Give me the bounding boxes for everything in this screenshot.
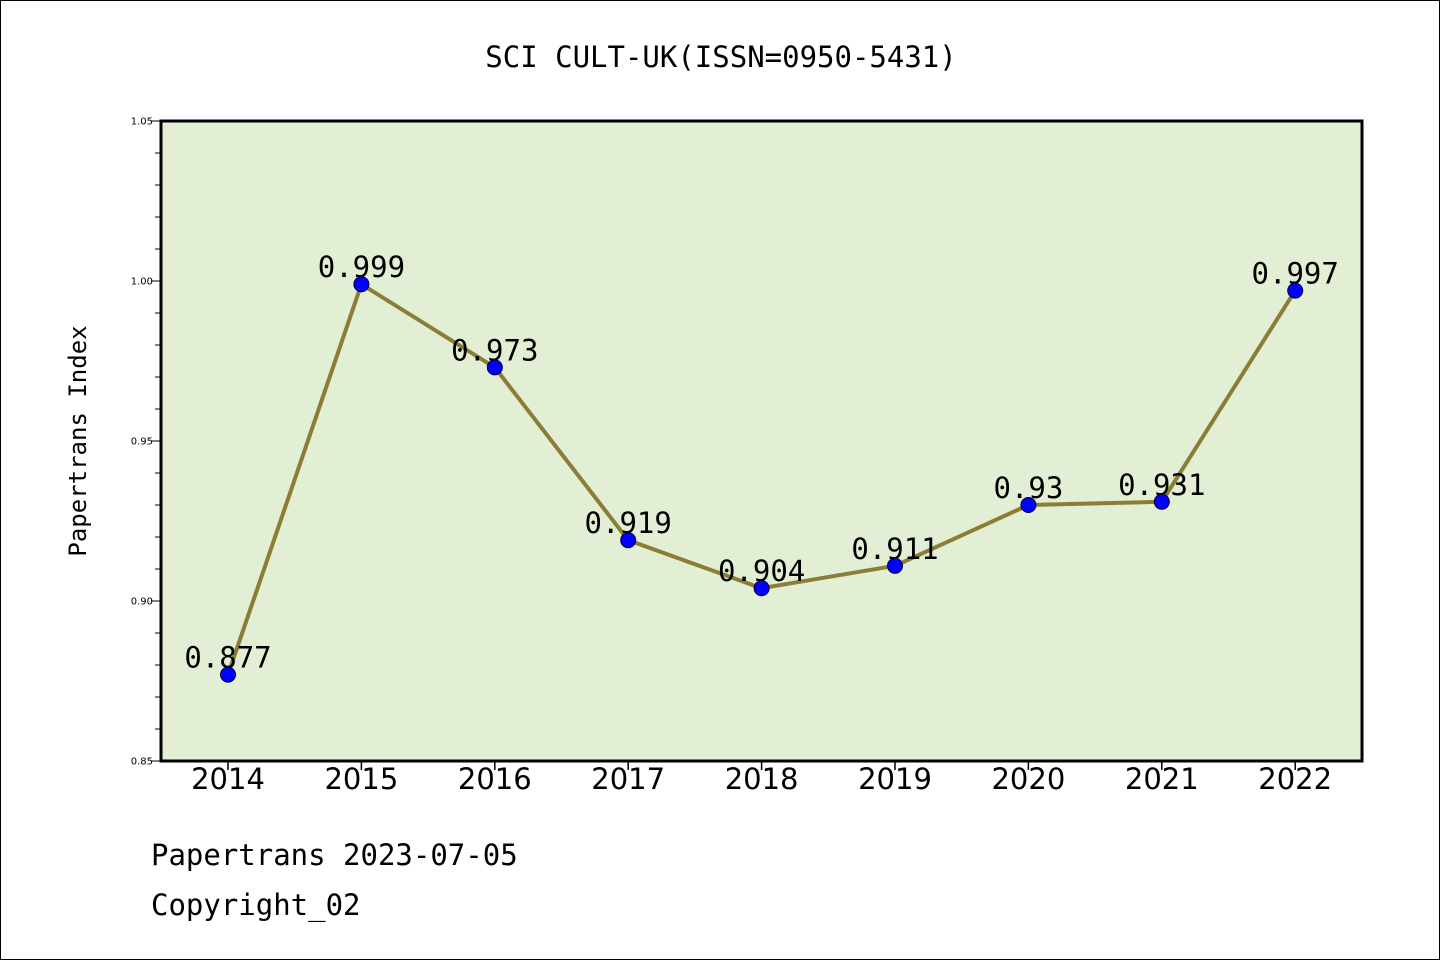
y-tick-label: 1.00	[131, 277, 153, 288]
data-point	[887, 557, 903, 574]
data-point	[1153, 493, 1170, 510]
x-tick-label: 2019	[858, 762, 932, 796]
x-tick-label: 2017	[591, 762, 665, 796]
data-point	[753, 580, 770, 597]
plot-frame	[159, 119, 1364, 763]
footer-date-label: Papertrans 2023-07-05	[151, 838, 518, 872]
y-tick-label: 1.05	[131, 117, 153, 128]
data-point	[353, 276, 370, 293]
data-point	[486, 359, 503, 376]
data-point	[1020, 497, 1037, 513]
plot-area	[161, 121, 1362, 761]
x-axis: 2014 2015 2016 2017 2018 2019 2020 2021 2022	[191, 761, 1332, 796]
footer-copyright-label: Copyright_02	[151, 888, 361, 923]
x-tick-label: 2016	[458, 762, 532, 796]
y-axis-label: Papertrans Index	[64, 325, 92, 556]
x-tick-label: 2022	[1258, 762, 1332, 796]
x-tick-label: 2021	[1125, 762, 1199, 796]
x-tick-label: 2015	[324, 762, 398, 796]
x-tick-label: 2020	[991, 762, 1065, 796]
data-point	[1287, 282, 1304, 299]
y-tick-label: 0.85	[131, 757, 153, 768]
y-tick-label: 0.95	[131, 437, 153, 448]
y-tick-label: 0.90	[131, 597, 153, 608]
x-tick-label: 2018	[725, 762, 799, 796]
y-axis: 0.85 0.90 0.95 1.00 1.05	[131, 117, 161, 768]
data-point	[620, 532, 637, 549]
data-point	[220, 666, 236, 683]
x-tick-label: 2014	[191, 762, 265, 796]
chart-title: SCI CULT-UK(ISSN=0950-5431)	[485, 40, 956, 74]
